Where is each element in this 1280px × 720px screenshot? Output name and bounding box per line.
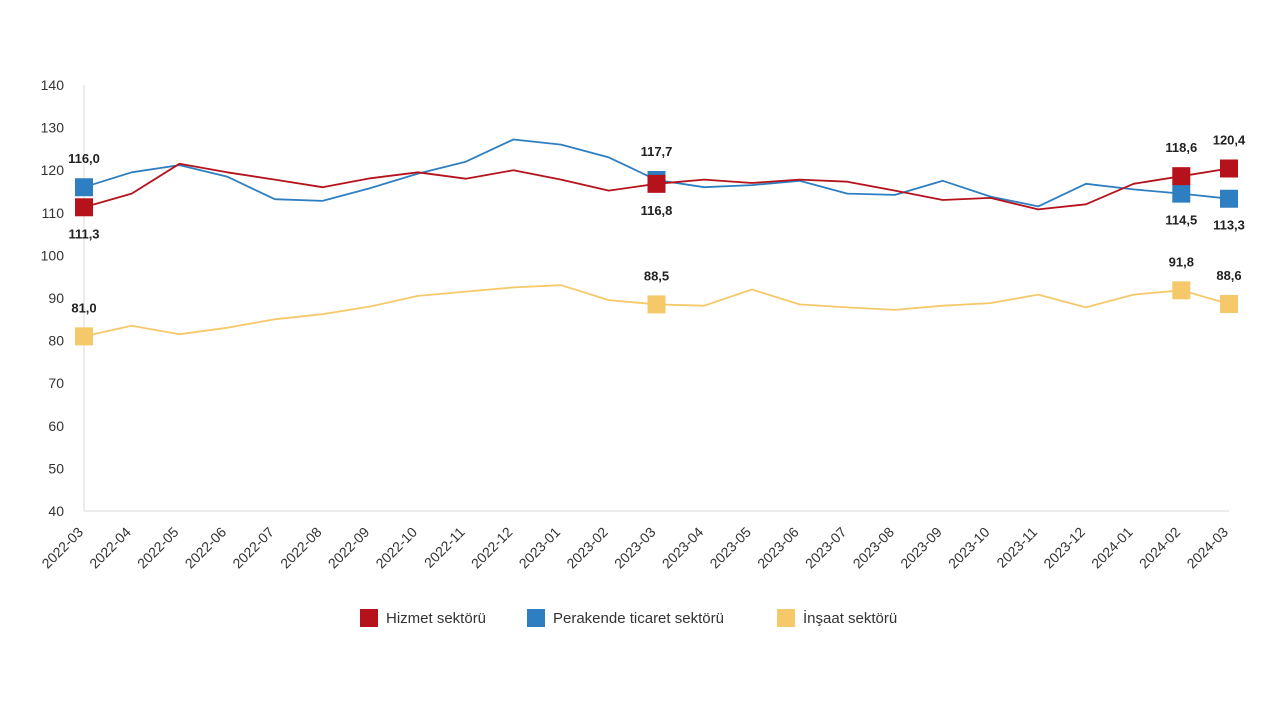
legend-swatch: [360, 609, 378, 627]
data-point-marker: [1220, 159, 1238, 178]
x-tick-label: 2024-02: [1136, 524, 1184, 572]
x-tick-label: 2023-11: [993, 524, 1040, 571]
y-tick-label: 100: [41, 247, 65, 263]
y-tick-label: 70: [48, 375, 64, 391]
data-label: 117,7: [641, 144, 673, 159]
data-point-marker: [1220, 189, 1238, 208]
x-axis: 2022-03 2022-04 2022-05 2022-06 2022-07 2022-…: [38, 510, 1231, 572]
x-tick-label: 2023-05: [706, 524, 754, 572]
x-tick-label: 2023-01: [516, 524, 564, 572]
data-point-marker: [1172, 167, 1191, 186]
data-label: 116,0: [68, 151, 100, 166]
x-tick-label: 2023-10: [945, 524, 993, 572]
data-point-marker: [75, 198, 93, 217]
data-point-marker: [1172, 184, 1191, 203]
y-tick-label: 110: [42, 205, 65, 221]
data-label: 118,6: [1165, 140, 1197, 155]
legend-label: İnşaat sektörü: [803, 609, 897, 627]
x-tick-label: 2022-04: [86, 524, 134, 572]
x-tick-label: 2022-08: [277, 524, 325, 572]
x-tick-label: 2022-11: [421, 524, 468, 571]
x-tick-label: 2023-06: [754, 524, 802, 572]
data-label: 111,3: [68, 226, 99, 241]
data-label: 88,5: [644, 268, 669, 283]
data-label: 114,5: [1165, 213, 1197, 228]
legend-swatch: [777, 609, 795, 627]
x-tick-label: 2022-12: [468, 524, 516, 572]
x-tick-label: 2023-09: [897, 524, 945, 572]
y-tick-label: 60: [48, 418, 64, 434]
x-tick-label: 2023-02: [563, 524, 611, 572]
y-tick-label: 90: [48, 290, 64, 306]
data-label: 91,8: [1169, 254, 1194, 269]
legend-swatch: [527, 609, 545, 627]
x-tick-label: 2022-06: [182, 524, 230, 572]
legend-label: Hizmet sektörü: [386, 610, 486, 627]
x-tick-label: 2022-07: [229, 524, 277, 572]
x-tick-label: 2024-01: [1088, 524, 1136, 572]
x-tick-label: 2022-09: [325, 524, 373, 572]
y-tick-label: 80: [48, 333, 64, 349]
y-tick-label: 120: [41, 162, 65, 178]
y-tick-label: 50: [48, 460, 64, 476]
data-point-marker: [1172, 281, 1191, 300]
series-markers: [75, 159, 1238, 346]
y-axis: 40 50 60 70 80 90 100 110 120 130 140: [41, 77, 85, 519]
data-label: 113,3: [1213, 218, 1245, 233]
legend-label: Perakende ticaret sektörü: [553, 610, 724, 627]
y-tick-label: 130: [41, 120, 65, 136]
data-labels: 111,3 116,8 118,6 120,4 116,0 117,7 114,5 113,3…: [68, 132, 1246, 315]
legend: Hizmet sektörü Perakende ticaret sektörü İ…: [360, 609, 897, 627]
x-tick-label: 2022-10: [372, 524, 420, 572]
x-tick-label: 2022-05: [134, 524, 182, 572]
data-label: 116,8: [641, 203, 673, 218]
x-tick-label: 2023-04: [659, 524, 707, 572]
x-tick-label: 2022-03: [38, 524, 86, 572]
data-point-marker: [75, 327, 93, 346]
x-tick-label: 2023-08: [850, 524, 898, 572]
data-label: 81,0: [71, 300, 96, 315]
y-tick-label: 40: [48, 503, 64, 519]
data-label: 120,4: [1213, 132, 1246, 147]
data-point-marker: [647, 174, 666, 193]
x-tick-label: 2023-03: [611, 524, 659, 572]
data-point-marker: [1220, 294, 1238, 313]
data-label: 88,6: [1216, 268, 1241, 283]
data-point-marker: [647, 295, 666, 314]
x-tick-label: 2023-12: [1040, 524, 1088, 572]
data-point-marker: [75, 178, 93, 197]
y-tick-label: 140: [41, 77, 65, 93]
x-tick-label: 2024-03: [1183, 524, 1231, 572]
x-tick-label: 2023-07: [802, 524, 850, 572]
